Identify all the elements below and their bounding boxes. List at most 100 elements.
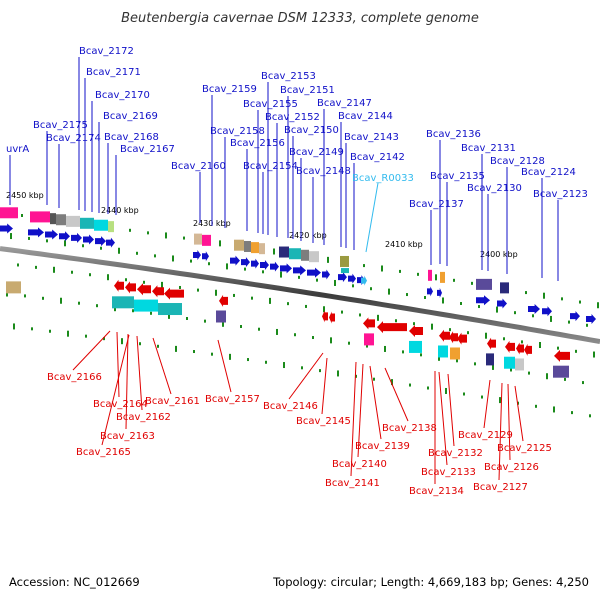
forward-gene-label: Bcav_2156 — [230, 138, 285, 149]
reverse-label-line — [321, 357, 328, 415]
reverse-gene-label: Bcav_2129 — [458, 430, 513, 441]
map-title: Beutenbergia cavernae DSM 12333, complet… — [121, 11, 479, 26]
reverse-label-line — [125, 333, 129, 430]
forward-gene-arrow — [307, 267, 321, 278]
forward-gene-label: Bcav_2170 — [95, 90, 150, 101]
reverse-gene-label: Bcav_2134 — [409, 486, 464, 497]
forward-gene-arrow — [570, 311, 580, 322]
reverse-gene-arrow — [363, 317, 375, 330]
forward-gene-arrow — [202, 251, 209, 262]
reverse-gene-label: Bcav_2132 — [428, 448, 483, 459]
reverse-gene-arrow — [449, 331, 458, 344]
upper-feature-box — [202, 234, 211, 246]
upper-feature-box — [428, 269, 432, 281]
forward-gene-arrow — [322, 269, 330, 280]
upper-feature-box — [56, 214, 66, 226]
forward-gene-label: Bcav_2158 — [210, 126, 265, 137]
upper-feature-box — [341, 268, 349, 274]
lower-feature-box — [486, 353, 494, 366]
forward-gene-label: Bcav_2159 — [202, 84, 257, 95]
gene-labels: uvrA Bcav_2175 Bcav_2174 Bcav_2172 Bcav_2171… — [6, 46, 588, 497]
reverse-gene-arrow — [524, 343, 532, 356]
reverse-label-line — [116, 331, 120, 398]
lower-feature-box — [409, 340, 422, 353]
reverse-gene-arrow — [114, 279, 124, 292]
forward-gene-arrow — [348, 273, 356, 284]
forward-gene-label: Bcav_2167 — [120, 144, 175, 155]
lower-feature-box — [438, 345, 448, 358]
forward-gene-arrow — [437, 287, 442, 298]
reverse-gene-arrow — [487, 337, 496, 350]
forward-gene-arrow — [71, 232, 82, 243]
reverse-label-line — [514, 385, 524, 442]
reverse-gene-label: Bcav_2145 — [296, 416, 351, 427]
rna-gene-label: Bcav_R0033 — [352, 173, 414, 184]
reverse-gene-label: Bcav_2126 — [484, 462, 539, 473]
tick-layer — [3, 210, 599, 418]
upper-feature-box — [50, 213, 56, 225]
forward-gene-label: Bcav_2172 — [79, 46, 134, 57]
forward-gene-label: Bcav_2153 — [261, 71, 316, 82]
forward-gene-label: Bcav_2168 — [104, 132, 159, 143]
forward-gene-arrow — [251, 258, 259, 269]
forward-gene-arrow — [0, 223, 13, 234]
forward-gene-label: Bcav_2123 — [533, 189, 588, 200]
forward-gene-label: Bcav_2144 — [338, 111, 393, 122]
reverse-gene-label: Bcav_2125 — [497, 443, 552, 454]
reverse-gene-label: Bcav_2163 — [100, 431, 155, 442]
reverse-label-line — [384, 367, 409, 422]
forward-gene-label: Bcav_2135 — [430, 171, 485, 182]
reverse-gene-label: Bcav_2138 — [382, 423, 437, 434]
forward-gene-label: Bcav_2169 — [103, 111, 158, 122]
forward-gene-label: Bcav_2142 — [350, 152, 405, 163]
reverse-gene-arrow — [457, 332, 467, 345]
upper-feature-box — [234, 239, 244, 251]
reverse-label-line — [369, 365, 382, 440]
forward-gene-arrow — [28, 227, 44, 238]
forward-gene-label: Bcav_2171 — [86, 67, 141, 78]
forward-gene-label: Bcav_2130 — [467, 183, 522, 194]
genome-stats: Topology: circular; Length: 4,669,183 bp… — [273, 575, 589, 589]
reverse-gene-label: Bcav_2161 — [145, 396, 200, 407]
reverse-gene-arrow — [554, 349, 570, 362]
reverse-gene-arrow — [377, 321, 407, 334]
forward-gene-arrow — [59, 231, 70, 242]
reverse-label-line — [72, 330, 111, 371]
reverse-label-line — [447, 373, 455, 447]
reverse-label-line — [357, 363, 364, 458]
forward-gene-arrow — [476, 295, 490, 306]
forward-gene-arrow — [270, 261, 279, 272]
reverse-gene-label: Bcav_2140 — [332, 459, 387, 470]
upper-feature-box — [500, 282, 509, 294]
upper-feature-box — [309, 251, 319, 263]
forward-gene-arrow — [230, 255, 240, 266]
upper-feature-box — [340, 255, 349, 267]
forward-gene-arrow — [260, 260, 269, 271]
forward-gene-label: Bcav_2155 — [243, 99, 298, 110]
forward-gene-label: Bcav_2174 — [46, 133, 101, 144]
reverse-gene-label: Bcav_2157 — [205, 394, 260, 405]
reverse-gene-label: Bcav_2133 — [421, 467, 476, 478]
lower-feature-box — [134, 299, 158, 312]
reverse-gene-arrow — [409, 325, 423, 338]
reverse-gene-label: Bcav_2166 — [47, 372, 102, 383]
upper-feature-box — [194, 233, 202, 245]
forward-gene-arrow — [83, 234, 94, 245]
chromosome-backbone — [0, 246, 600, 345]
upper-feature-box — [289, 248, 301, 260]
scale-label: 2450 kbp — [6, 191, 44, 200]
reverse-label-line — [217, 339, 232, 393]
reverse-label-line — [438, 371, 448, 466]
lower-feature-box — [158, 303, 182, 316]
reverse-label-line — [136, 335, 143, 411]
lower-feature-box — [504, 356, 515, 369]
forward-gene-arrow — [528, 303, 540, 314]
forward-gene-arrow — [280, 263, 292, 274]
forward-gene-arrow — [586, 313, 596, 324]
upper-feature-box — [251, 242, 259, 254]
forward-gene-label: Bcav_2150 — [284, 125, 339, 136]
upper-feature-box — [66, 215, 80, 227]
upper-feature-box — [244, 240, 251, 252]
forward-gene-label: Bcav_2160 — [171, 161, 226, 172]
